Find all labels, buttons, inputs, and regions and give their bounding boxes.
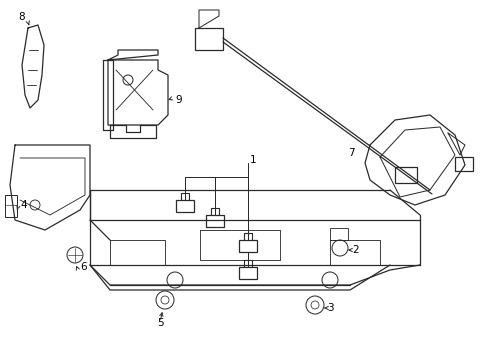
Bar [455, 157, 473, 171]
Text: 1: 1 [250, 155, 257, 165]
Text: 7: 7 [348, 148, 355, 158]
Text: 5: 5 [157, 318, 164, 328]
Bar [239, 240, 257, 252]
Text: 8: 8 [18, 12, 24, 22]
Bar [206, 215, 224, 227]
Text: 4: 4 [20, 200, 26, 210]
Text: 6: 6 [80, 262, 87, 272]
Bar [395, 167, 417, 183]
Bar [5, 195, 17, 217]
Text: 9: 9 [175, 95, 182, 105]
Text: 3: 3 [327, 303, 334, 313]
Text: 2: 2 [352, 245, 359, 255]
Bar [330, 228, 348, 240]
Bar [239, 267, 257, 279]
Bar [195, 28, 223, 50]
Bar [176, 200, 194, 212]
